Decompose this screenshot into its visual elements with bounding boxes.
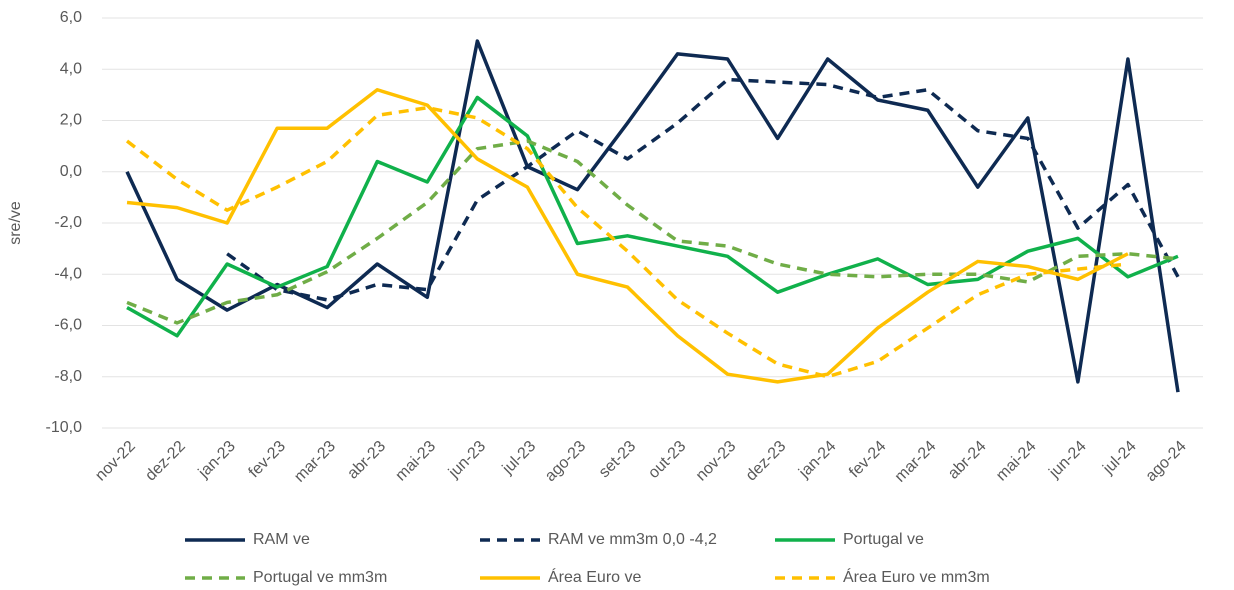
x-tick-label: mar-23: [291, 438, 339, 486]
x-tick-label: mai-24: [993, 438, 1040, 485]
x-tick-label: fev-23: [246, 438, 290, 482]
legend-label: RAM ve mm3m 0,0 -4,2: [548, 531, 717, 548]
series-line: [126, 88, 1129, 384]
legend-label: RAM ve: [253, 531, 310, 548]
y-tick-label: 0,0: [60, 163, 82, 180]
x-tick-label: fev-24: [846, 438, 890, 482]
x-tick-label: set-23: [596, 438, 640, 482]
x-tick-label: jun-24: [1046, 438, 1090, 482]
x-tick-label: jan-23: [195, 438, 239, 482]
x-tick-label: jul-24: [1099, 438, 1139, 478]
y-tick-label: -4,0: [54, 265, 82, 282]
x-tick-label: jul-23: [499, 438, 539, 478]
y-axis-label: sre/ve: [7, 201, 24, 245]
x-tick-label: ago-23: [542, 438, 589, 485]
legend-label: Área Euro ve: [548, 567, 641, 586]
series-line: [126, 139, 1179, 325]
x-tick-label: jan-24: [795, 438, 839, 482]
series-line: [126, 95, 1179, 338]
y-tick-label: 2,0: [60, 112, 82, 129]
x-tick-label: abr-24: [945, 438, 990, 483]
legend-label: Portugal ve mm3m: [253, 569, 387, 586]
y-tick-label: -6,0: [54, 317, 82, 334]
series-line: [125, 39, 1180, 393]
x-tick-label: mai-23: [393, 438, 440, 485]
legend-label: Área Euro ve mm3m: [843, 567, 990, 586]
x-tick-label: nov-22: [92, 438, 139, 485]
series-line: [125, 105, 1129, 379]
legend-label: Portugal ve: [843, 531, 924, 548]
x-tick-label: dez-22: [142, 438, 189, 485]
x-tick-label: abr-23: [344, 438, 389, 483]
series-line: [226, 77, 1180, 302]
x-tick-label: jun-23: [445, 438, 489, 482]
y-tick-label: -2,0: [54, 214, 82, 231]
y-tick-label: -8,0: [54, 368, 82, 385]
y-tick-label: 6,0: [60, 9, 82, 26]
x-tick-label: ago-24: [1143, 438, 1190, 485]
x-tick-label: mar-24: [892, 438, 940, 486]
y-tick-label: 4,0: [60, 60, 82, 77]
x-tick-label: dez-23: [743, 438, 790, 485]
x-tick-label: out-23: [645, 438, 689, 482]
x-tick-label: nov-23: [693, 438, 740, 485]
y-tick-label: -10,0: [46, 419, 83, 436]
